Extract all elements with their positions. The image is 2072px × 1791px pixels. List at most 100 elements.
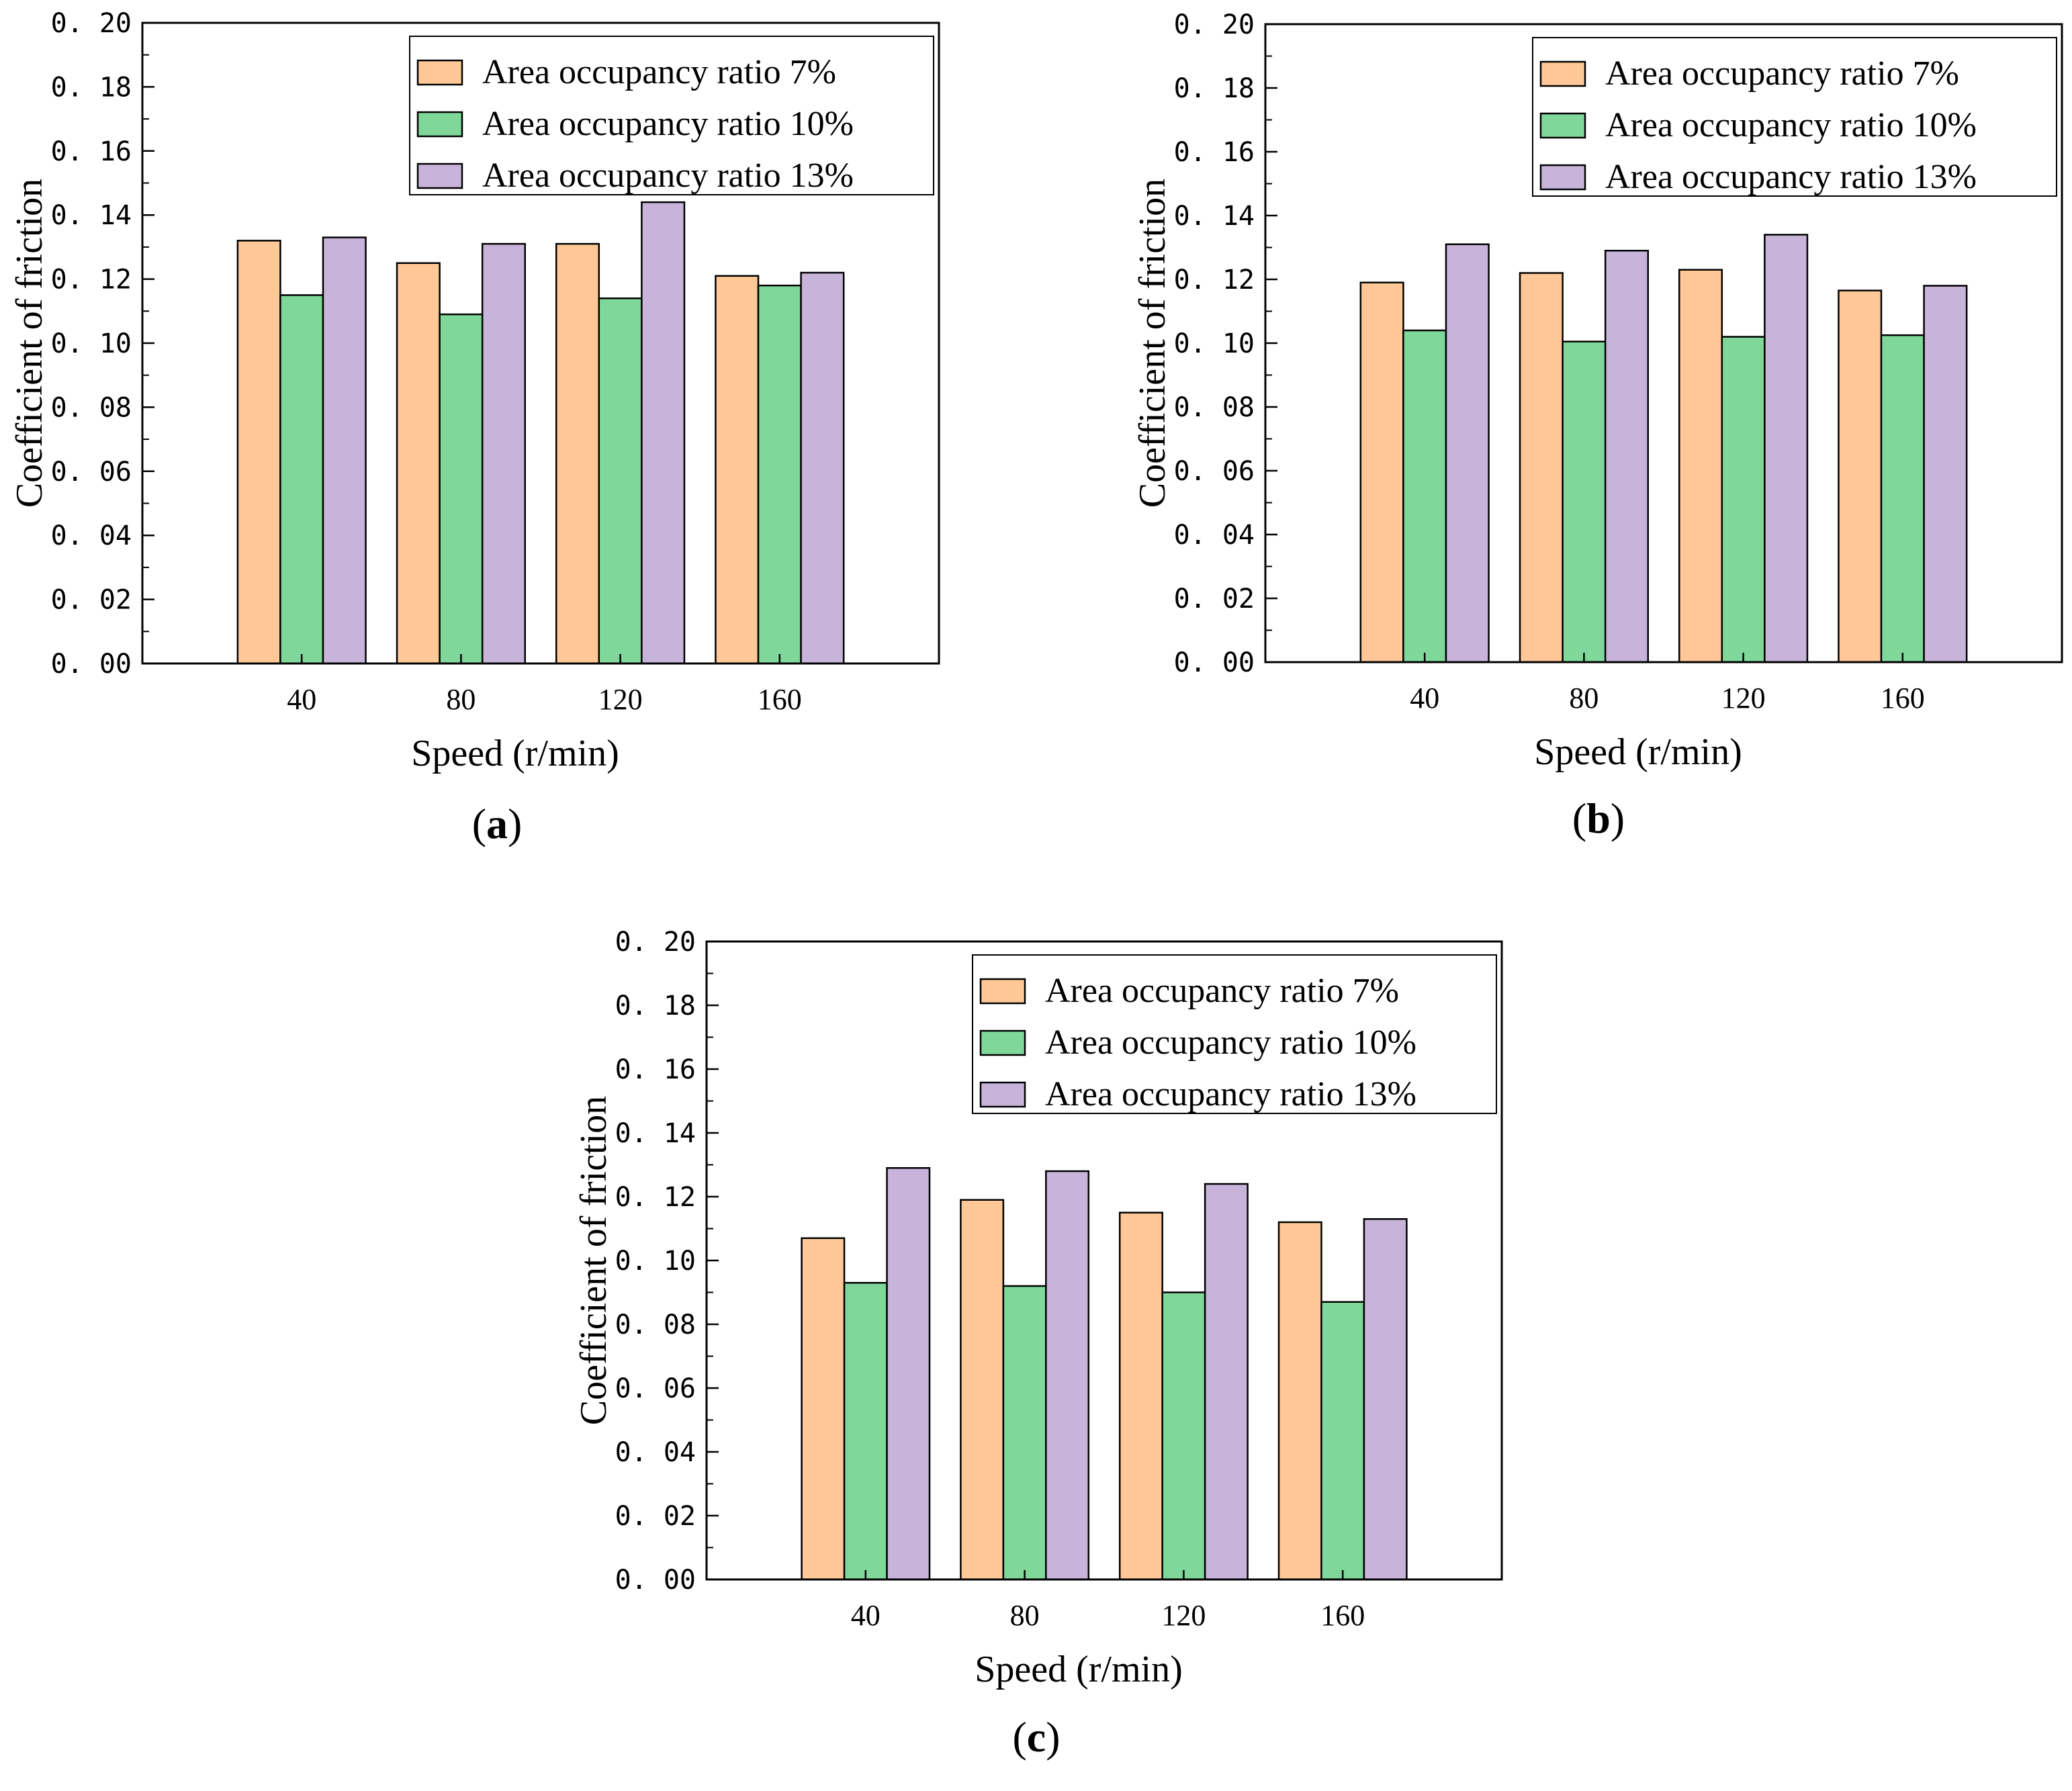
y-tick-label: 0. 16 [1174,137,1255,168]
legend-entry-1: Area occupancy ratio 7% [482,53,836,91]
legend-entry-2: Area occupancy ratio 10% [1605,106,1977,144]
bar-a-speed-80-series-1 [396,262,441,665]
y-tick-label: 0. 06 [1174,456,1255,487]
legend-swatch-1 [979,978,1026,1005]
legend-entry-3: Area occupancy ratio 13% [1045,1075,1416,1113]
y-tick-label: 0. 06 [51,457,132,488]
y-tick-label: 0. 16 [615,1054,696,1085]
y-tick-label: 0. 04 [1174,520,1255,551]
legend-swatch-3 [1539,164,1586,191]
legend: Area occupancy ratio 7% Area occupancy ra… [1532,37,2057,197]
x-tick-label: 160 [1320,1599,1365,1632]
bar-a-speed-120-series-3 [641,201,686,665]
y-tick-label: 0. 08 [615,1310,696,1340]
legend-swatch-3 [979,1081,1026,1108]
y-tick-label: 0. 20 [1174,9,1255,40]
y-tick-label: 0. 04 [615,1437,696,1468]
legend-swatch-2 [416,111,463,138]
bar-b-speed-120-series-3 [1764,234,1809,663]
y-tick-label: 0. 10 [1174,328,1255,359]
y-tick-label: 0. 12 [51,265,132,295]
legend-swatch-3 [416,163,463,189]
panel-caption: (a) [472,800,523,847]
legend-entry-1: Area occupancy ratio 7% [1605,54,1959,93]
y-tick-label: 0. 16 [51,136,132,167]
panel-caption: (b) [1572,794,1625,842]
y-tick-label: 0. 00 [615,1565,696,1596]
x-tick-label: 120 [1161,1599,1206,1632]
y-tick-label: 0. 06 [615,1373,696,1404]
bar-c-speed-40-series-1 [801,1237,846,1581]
legend-box [972,954,1497,1114]
x-tick-label: 160 [1881,682,1925,715]
bar-c-speed-80-series-1 [960,1199,1005,1581]
y-tick-label: 0. 18 [51,72,132,103]
legend-swatch-1 [416,59,463,86]
bar-b-speed-40-series-3 [1445,243,1490,663]
bar-a-speed-40-series-2 [279,294,324,665]
chart-panel-c: 40 80 120 160 0. 00 0. 02 0. 04 0. 06 0. 08 0. 10… [573,927,1503,1761]
x-tick-label: 40 [851,1599,881,1632]
y-tick-label: 0. 14 [615,1118,696,1149]
bar-b-speed-120-series-2 [1721,336,1766,663]
bar-a-speed-160-series-1 [715,275,760,665]
bar-b-speed-40-series-2 [1402,329,1447,663]
bar-a-speed-120-series-1 [555,242,600,665]
bar-b-speed-160-series-3 [1923,285,1968,663]
bar-b-speed-80-series-2 [1562,340,1607,663]
x-axis-title: Speed (r/min) [411,733,619,774]
bar-a-speed-80-series-2 [439,313,484,665]
x-tick-label: 40 [1410,682,1439,715]
x-tick-label: 120 [1721,682,1766,715]
bar-b-speed-80-series-3 [1604,250,1650,663]
x-tick-label: 40 [287,683,316,716]
bar-c-speed-120-series-2 [1161,1291,1206,1581]
y-tick-label: 0. 12 [1174,265,1255,295]
chart-panel-b: 40 80 120 160 0. 00 0. 02 0. 04 0. 06 0. 08 0. 10… [1132,9,2063,842]
x-axis-title: Speed (r/min) [975,1649,1182,1690]
y-tick-label: 0. 10 [51,328,132,359]
y-axis-title: Coefficient of friction [1132,179,1173,508]
bar-c-speed-40-series-2 [843,1282,888,1581]
x-tick-label: 80 [1569,682,1598,715]
legend-entry-2: Area occupancy ratio 10% [482,105,854,143]
y-tick-label: 0. 10 [615,1246,696,1277]
x-tick-label: 120 [598,683,643,716]
x-tick-label: 80 [446,683,476,716]
y-tick-label: 0. 08 [51,392,132,423]
bar-a-speed-40-series-1 [236,240,281,665]
y-tick-label: 0. 08 [1174,392,1255,423]
bar-a-speed-160-series-3 [800,271,845,665]
bar-b-speed-120-series-1 [1678,269,1723,663]
y-tick-label: 0. 12 [615,1182,696,1213]
bar-b-speed-160-series-1 [1838,289,1883,663]
bar-c-speed-120-series-3 [1204,1183,1249,1581]
y-tick-label: 0. 00 [51,649,132,680]
y-tick-label: 0. 02 [1174,584,1255,614]
x-tick-label: 160 [758,683,802,716]
y-tick-label: 0. 04 [51,520,132,551]
bar-c-speed-160-series-2 [1320,1301,1365,1581]
legend-box [409,36,934,195]
y-tick-label: 0. 14 [51,200,132,231]
bar-c-speed-160-series-1 [1277,1221,1322,1581]
panel-caption: (c) [1012,1713,1060,1761]
y-tick-label: 0. 20 [51,8,132,39]
legend-box [1532,37,2057,197]
y-tick-label: 0. 00 [1174,647,1255,678]
y-tick-label: 0. 02 [51,585,132,616]
y-tick-label: 0. 14 [1174,201,1255,232]
legend-swatch-1 [1539,60,1586,87]
legend-swatch-2 [979,1029,1026,1056]
bar-a-speed-160-series-2 [757,284,802,665]
y-axis-title: Coefficient of friction [573,1096,615,1425]
bar-c-speed-80-series-2 [1002,1285,1047,1581]
legend-entry-2: Area occupancy ratio 10% [1045,1023,1416,1062]
bar-c-speed-120-series-1 [1118,1211,1163,1581]
bar-c-speed-40-series-3 [886,1167,931,1581]
y-tick-label: 0. 20 [615,927,696,958]
bar-c-speed-160-series-3 [1363,1218,1408,1581]
x-tick-label: 80 [1010,1599,1040,1632]
bar-a-speed-80-series-3 [481,242,527,665]
